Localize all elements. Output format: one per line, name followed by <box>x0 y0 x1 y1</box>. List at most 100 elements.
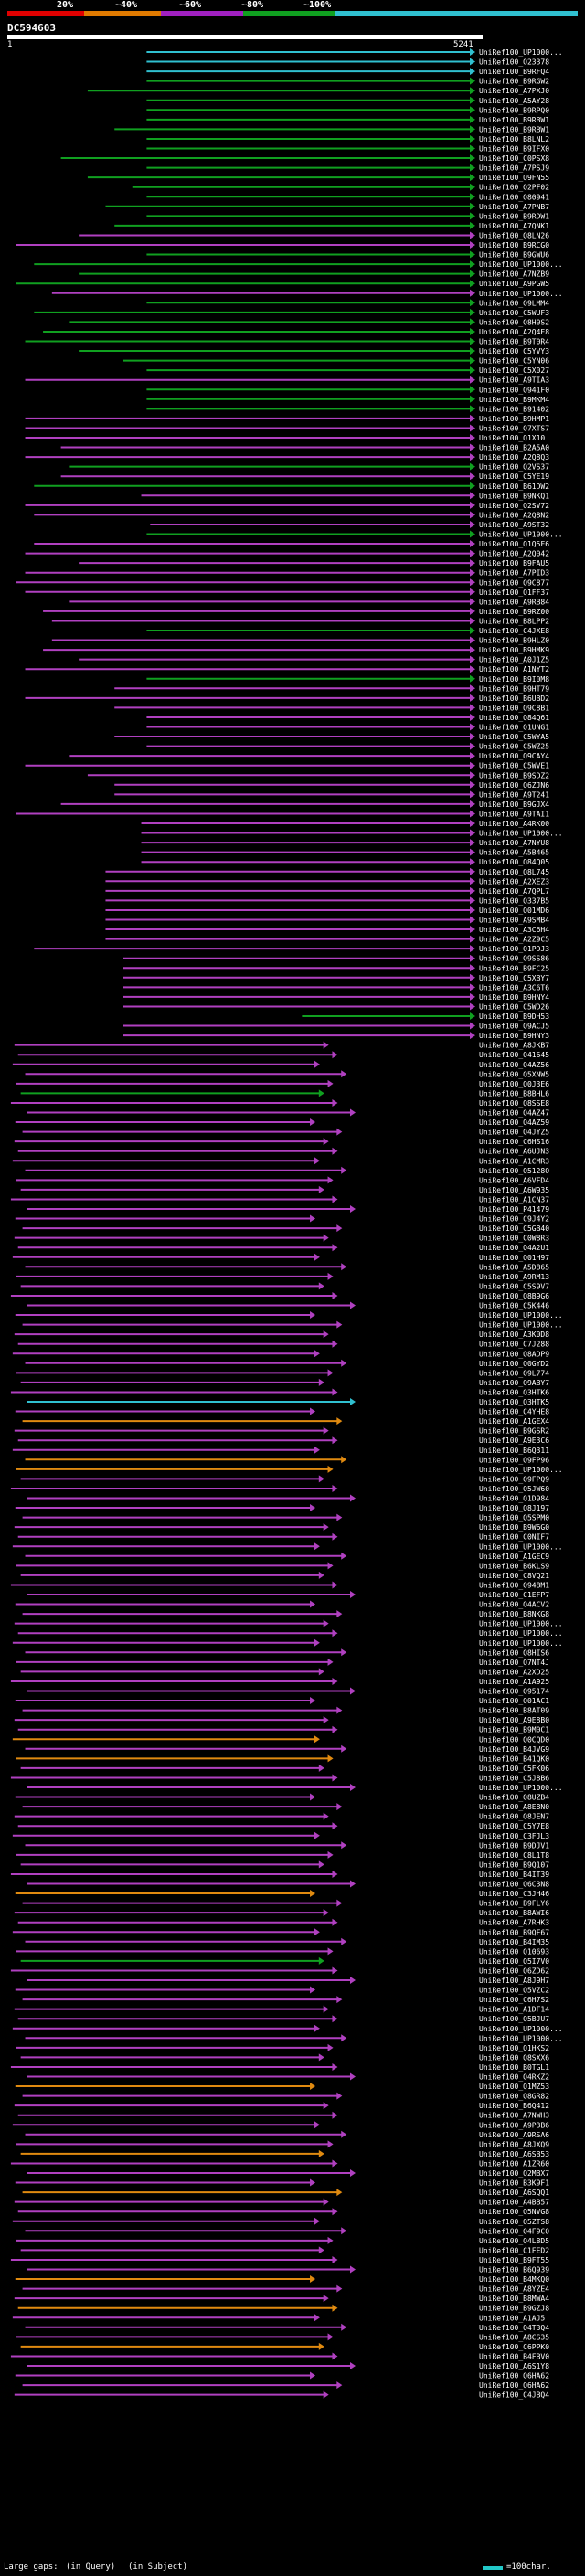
subject-label: UniRef100_Q7XTS7 <box>479 424 549 432</box>
alignment-arrowhead <box>318 1282 324 1290</box>
subject-label: UniRef100_Q5128O <box>479 1167 549 1175</box>
alignment-arrowhead <box>318 2246 324 2254</box>
alignment-arrowhead <box>470 434 475 441</box>
subject-label: UniRef100_Q1X10 <box>479 434 545 442</box>
subject-label: UniRef100_C5YVY3 <box>479 347 549 355</box>
alignment-arrowhead <box>341 1359 347 1367</box>
legend-purple <box>161 11 243 16</box>
alignment-arrowhead <box>310 1504 316 1512</box>
alignment-arrowhead <box>318 1475 324 1483</box>
alignment-arrowhead <box>332 2352 338 2360</box>
alignment-arrowhead <box>470 848 475 856</box>
alignment-arrowhead <box>470 68 475 76</box>
subject-label: UniRef100_A8J9H7 <box>479 1977 549 1985</box>
subject-label: UniRef100_Q8LN26 <box>479 231 549 239</box>
alignment-arrowhead <box>332 1966 338 1975</box>
alignment-arrowhead <box>470 386 475 394</box>
legend-label-60: ~60% <box>179 0 202 10</box>
subject-label: UniRef100_B9W6G0 <box>479 1523 549 1532</box>
alignment-arrowhead <box>470 174 475 182</box>
alignment-plot: UniRef100_UP1000...UniRef100_O23378UniRe… <box>10 48 563 2400</box>
subject-label: UniRef100_A2XD25 <box>479 1668 549 1676</box>
subject-label: UniRef100_UP1000... <box>479 1639 563 1648</box>
subject-label: UniRef100_B4MKQ0 <box>479 2275 549 2284</box>
subject-label: UniRef100_A1DF14 <box>479 2006 549 2014</box>
subject-label: UniRef100_B9HT79 <box>479 684 549 693</box>
alignment-arrowhead <box>318 1185 324 1193</box>
subject-label: UniRef100_A7NZB9 <box>479 270 549 279</box>
subject-label: UniRef100_Q4A2U1 <box>479 1244 549 1252</box>
subject-label: UniRef100_Q9FP96 <box>479 1456 549 1464</box>
alignment-arrowhead <box>314 2121 320 2129</box>
alignment-arrowhead <box>310 1986 316 1994</box>
subject-label: UniRef100_Q2MBX7 <box>479 2169 549 2178</box>
subject-label: UniRef100_B9DJV1 <box>479 1841 549 1850</box>
subject-label: UniRef100_A6VFD4 <box>479 1176 549 1184</box>
alignment-arrowhead <box>470 202 475 210</box>
subject-label: UniRef100_UP1000... <box>479 1311 563 1320</box>
subject-label: UniRef100_UP1000... <box>479 1321 563 1330</box>
alignment-arrowhead <box>318 1764 324 1772</box>
alignment-arrowhead <box>310 1407 316 1415</box>
alignment-arrowhead <box>470 559 475 567</box>
alignment-arrowhead <box>349 1301 356 1309</box>
alignment-arrowhead <box>470 520 475 528</box>
alignment-arrowhead <box>327 1850 334 1859</box>
alignment-arrowhead <box>470 607 475 615</box>
subject-label: UniRef100_Q5BJU7 <box>479 2015 549 2023</box>
subject-label: UniRef100_B9I0M8 <box>479 675 549 684</box>
subject-label: UniRef100_C4YHE8 <box>479 1408 549 1416</box>
subject-label: UniRef100_B9RPQ0 <box>479 106 549 114</box>
alignment-arrowhead <box>314 1157 320 1165</box>
alignment-arrowhead <box>318 2149 324 2157</box>
alignment-arrowhead <box>470 443 475 451</box>
legend-red <box>7 11 84 16</box>
alignment-arrowhead <box>318 1668 324 1676</box>
subject-label: UniRef100_B9RDW1 <box>479 212 549 220</box>
alignment-arrowhead <box>318 2053 324 2062</box>
alignment-arrowhead <box>323 1909 329 1917</box>
alignment-arrowhead <box>336 1706 343 1714</box>
subject-label: UniRef100_C5K446 <box>479 1302 549 1310</box>
subject-label: UniRef100_A7NWH3 <box>479 2112 549 2120</box>
subject-label: UniRef100_Q1MZ53 <box>479 2083 549 2091</box>
legend-cyan <box>335 11 578 16</box>
subject-label: UniRef100_Q1D984 <box>479 1495 549 1503</box>
alignment-arrowhead <box>470 366 475 375</box>
alignment-arrowhead <box>470 780 475 789</box>
alignment-arrowhead <box>327 2140 334 2148</box>
subject-label: UniRef100_B9FT55 <box>479 2256 549 2264</box>
alignment-arrowhead <box>470 790 475 799</box>
alignment-arrowhead <box>470 530 475 538</box>
subject-label: UniRef100_Q4ACV2 <box>479 1601 549 1609</box>
gap-subject-label: (in Subject) <box>128 2562 188 2571</box>
alignment-arrowhead <box>332 2304 338 2312</box>
subject-label: UniRef100_C5GB40 <box>479 1224 549 1233</box>
alignment-arrowhead <box>341 2034 347 2042</box>
alignment-arrowhead <box>314 1831 320 1839</box>
subject-label: UniRef100_B9RZ00 <box>479 608 549 616</box>
subject-label: UniRef100_A7RHK3 <box>479 1919 549 1927</box>
subject-label: UniRef100_A7PNB7 <box>479 203 549 211</box>
alignment-arrowhead <box>470 193 475 201</box>
alignment-arrowhead <box>470 280 475 288</box>
subject-label: UniRef100_Q337B5 <box>479 896 549 905</box>
subject-label: UniRef100_B8BHL6 <box>479 1089 549 1097</box>
alignment-arrowhead <box>327 2333 334 2341</box>
subject-label: UniRef100_UP1000... <box>479 531 563 539</box>
subject-label: UniRef100_UP1000... <box>479 1620 563 1628</box>
subject-label: UniRef100_C5YN06 <box>479 357 549 366</box>
subject-label: UniRef100_Q01MD6 <box>479 906 549 915</box>
subject-label: UniRef100_Q5I7V0 <box>479 1957 549 1966</box>
alignment-arrowhead <box>310 2371 316 2380</box>
subject-label: UniRef100_A7PSJ9 <box>479 164 549 173</box>
alignment-arrowhead <box>336 2381 343 2390</box>
alignment-arrowhead <box>470 655 475 663</box>
alignment-arrowhead <box>470 973 475 981</box>
subject-label: UniRef100_Q9C877 <box>479 578 549 587</box>
alignment-arrowhead <box>323 1426 329 1435</box>
alignment-arrowhead <box>332 2062 338 2071</box>
alignment-arrowhead <box>470 713 475 721</box>
subject-label: UniRef100_Q5VZC2 <box>479 1987 549 1995</box>
alignment-arrowhead <box>470 954 475 962</box>
